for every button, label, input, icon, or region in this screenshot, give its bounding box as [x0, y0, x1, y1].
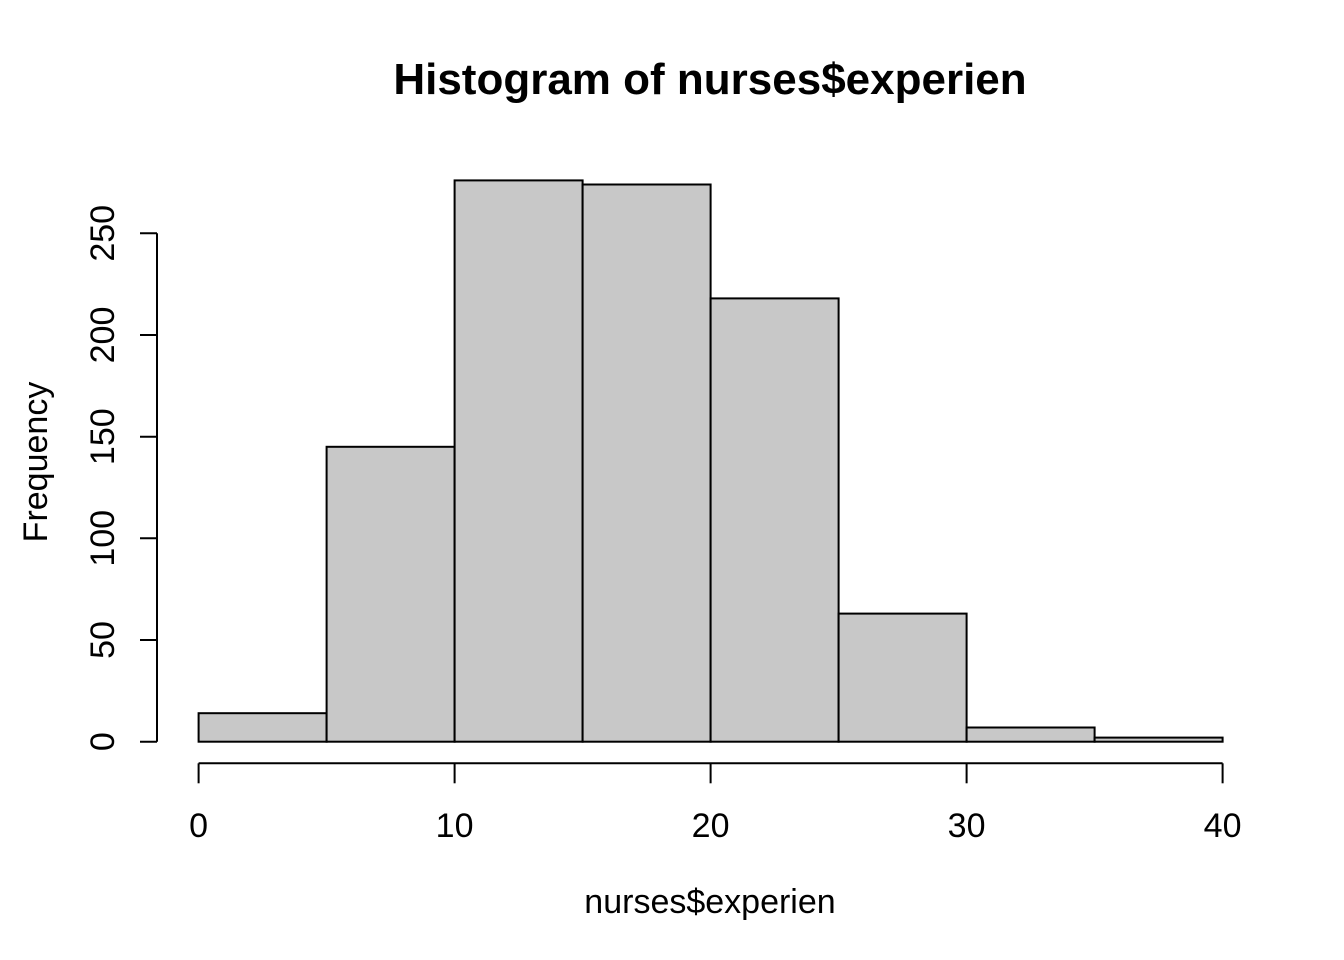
y-tick-label: 150 [84, 408, 122, 465]
y-axis-label: Frequency [17, 382, 55, 543]
histogram-bar [709, 297, 840, 743]
y-tick-label: 200 [84, 307, 122, 364]
histogram-bar [325, 445, 456, 743]
x-tick-label: 20 [692, 807, 730, 845]
y-tick-label: 0 [84, 732, 122, 751]
chart-title: Histogram of nurses$experien [393, 55, 1026, 104]
x-tick-label: 0 [189, 807, 208, 845]
x-tick-label: 40 [1204, 807, 1242, 845]
histogram-bar [965, 726, 1096, 743]
histogram-bar [837, 612, 968, 743]
histogram-bar [197, 712, 328, 743]
x-axis-label: nurses$experien [584, 883, 835, 921]
x-tick-label: 30 [948, 807, 986, 845]
x-tick-label: 10 [436, 807, 474, 845]
y-tick-label: 250 [84, 205, 122, 262]
y-tick-label: 100 [84, 510, 122, 567]
histogram-bar [581, 183, 712, 743]
x-axis: 0 10 20 30 40 [189, 762, 1242, 845]
histogram-bar [453, 179, 584, 743]
y-tick-label: 50 [84, 621, 122, 659]
bars-group [197, 179, 1224, 743]
histogram-bar [1093, 736, 1224, 743]
y-axis: 0 50 100 150 200 250 [84, 205, 158, 751]
